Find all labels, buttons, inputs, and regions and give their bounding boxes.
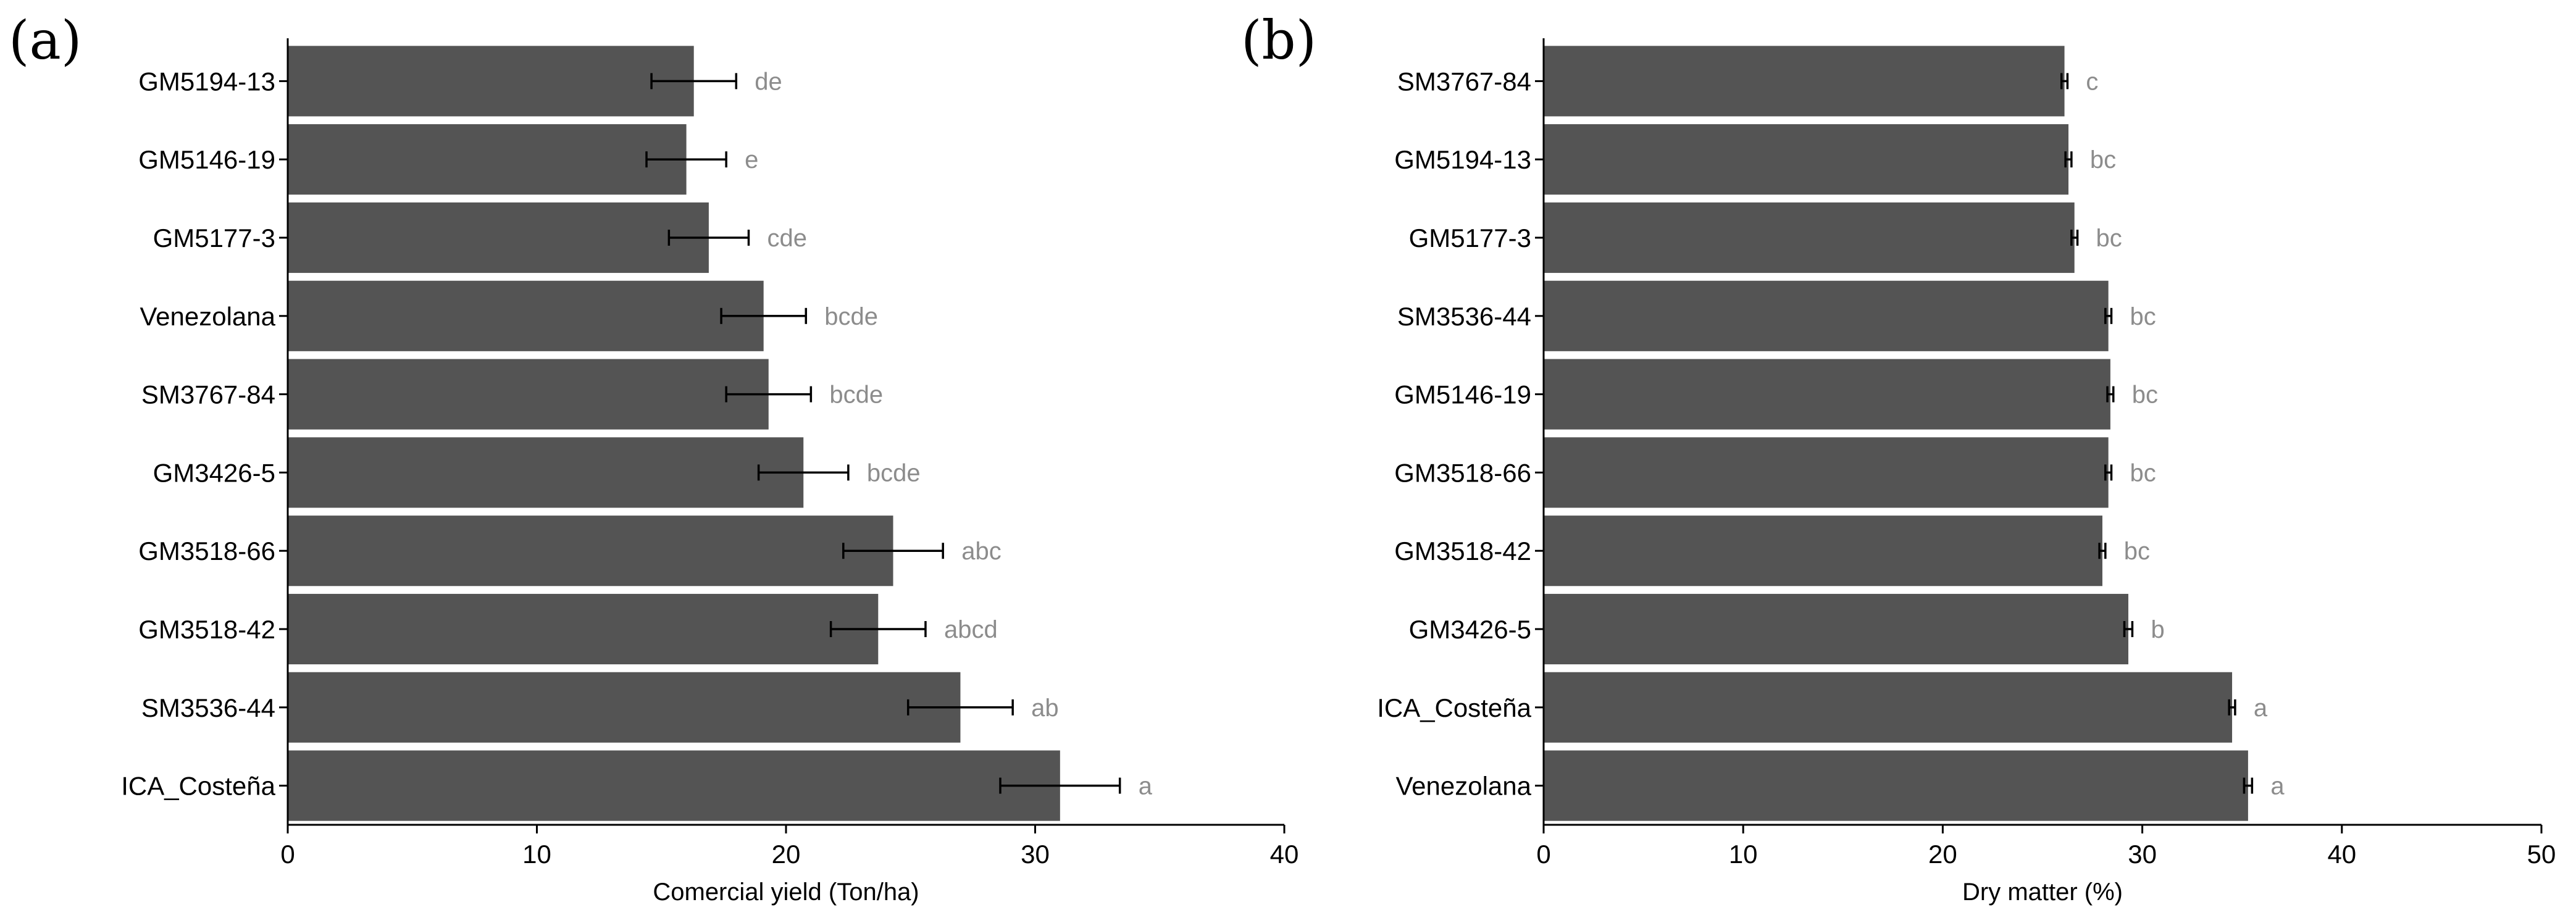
significance-label: bcde: [829, 382, 883, 409]
significance-label: bcde: [867, 459, 921, 486]
error-bar: [725, 386, 813, 403]
category-label: GM5177-3: [1409, 223, 1531, 253]
category-label: GM3518-66: [138, 536, 275, 566]
significance-label: de: [755, 68, 782, 95]
category-label: SM3767-84: [141, 380, 275, 409]
x-tick-label: 40: [2327, 840, 2356, 869]
error-bar: [999, 777, 1121, 794]
bar: [1544, 280, 2109, 351]
error-bar: [842, 543, 944, 559]
bar: [1544, 593, 2128, 665]
significance-label: abc: [961, 538, 1002, 565]
error-bar: [2104, 464, 2113, 481]
category-label: Venezolana: [1395, 772, 1531, 801]
significance-label: abcd: [944, 616, 998, 643]
category-label: GM3426-5: [1409, 615, 1531, 644]
significance-label: bc: [2132, 382, 2158, 409]
x-tick-label: 30: [2128, 840, 2157, 869]
bar: [288, 750, 1060, 821]
significance-label: bc: [2124, 538, 2150, 565]
x-tick-label: 10: [1729, 840, 1758, 869]
error-bar: [2228, 699, 2236, 716]
x-tick-label: 20: [772, 840, 801, 869]
significance-label: a: [2270, 773, 2285, 800]
category-label: SM3767-84: [1397, 67, 1531, 96]
x-tick-label: 20: [1928, 840, 1957, 869]
significance-label: b: [2151, 616, 2164, 643]
bar: [1544, 750, 2248, 821]
category-label: GM5146-19: [138, 145, 275, 174]
category-label: SM3536-44: [1397, 302, 1531, 331]
significance-label: ab: [1031, 695, 1059, 722]
bar: [1544, 359, 2110, 430]
error-bar: [2243, 777, 2254, 794]
error-bar: [667, 230, 750, 246]
significance-label: bcde: [824, 303, 878, 330]
significance-label: bc: [2130, 459, 2156, 486]
significance-label: c: [2086, 68, 2098, 95]
error-bar: [2104, 307, 2113, 324]
bar: [1544, 437, 2109, 508]
bar: [288, 46, 694, 117]
error-bar: [720, 307, 808, 324]
bar: [288, 593, 879, 665]
significance-label: bc: [2096, 225, 2122, 252]
bar: [288, 202, 709, 273]
x-tick-label: 10: [522, 840, 551, 869]
category-label: ICA_Costeña: [1377, 693, 1531, 722]
significance-label: e: [745, 146, 758, 173]
category-label: SM3536-44: [141, 693, 275, 722]
error-bar: [2070, 230, 2079, 246]
category-label: ICA_Costeña: [121, 772, 275, 801]
category-label: Venezolana: [140, 302, 275, 331]
x-axis-title: Dry matter (%): [1962, 879, 2123, 906]
significance-label: a: [1139, 773, 1153, 800]
bar: [288, 359, 769, 430]
error-bar: [2060, 73, 2069, 90]
bar: [1544, 672, 2233, 743]
panel-a: (a) GM5194-13 de GM5146-19 e GM5177-3 cde Venez…: [9, 10, 1298, 906]
x-tick-label: 40: [1270, 840, 1299, 869]
x-axis-title: Comercial yield (Ton/ha): [653, 879, 919, 906]
category-label: GM5194-13: [1394, 145, 1531, 174]
bar: [1544, 46, 2065, 117]
error-bar: [645, 151, 727, 168]
error-bar: [2064, 151, 2073, 168]
bar: [288, 124, 687, 195]
significance-label: bc: [2130, 303, 2156, 330]
x-tick-label: 50: [2527, 840, 2556, 869]
x-tick-label: 0: [280, 840, 295, 869]
error-bar: [2123, 621, 2134, 637]
category-label: GM5194-13: [138, 67, 275, 96]
significance-label: bc: [2090, 146, 2116, 173]
bar: [288, 516, 893, 586]
category-label: GM5177-3: [153, 223, 275, 253]
error-bar: [906, 699, 1014, 716]
bar: [288, 280, 764, 351]
category-label: GM3518-42: [138, 615, 275, 644]
panel-label: (a): [9, 10, 82, 72]
category-label: GM5146-19: [1394, 380, 1531, 409]
error-bar: [2098, 543, 2107, 559]
error-bar: [829, 621, 927, 637]
panel-b: (b) SM3767-84 c GM5194-13 bc GM5177-3 bc SM3536…: [1241, 10, 2556, 906]
bar: [288, 672, 961, 743]
error-bar: [650, 73, 738, 90]
category-label: GM3518-66: [1394, 458, 1531, 487]
category-label: GM3426-5: [153, 458, 275, 487]
x-tick-label: 30: [1021, 840, 1050, 869]
significance-label: cde: [767, 225, 807, 252]
error-bar: [757, 464, 850, 481]
bar: [1544, 202, 2075, 273]
error-bar: [2106, 386, 2115, 403]
bar: [288, 437, 804, 508]
significance-label: a: [2254, 695, 2268, 722]
bar: [1544, 124, 2069, 195]
x-tick-label: 0: [1536, 840, 1550, 869]
category-label: GM3518-42: [1394, 536, 1531, 566]
panel-label: (b): [1241, 10, 1316, 72]
bar: [1544, 516, 2102, 586]
